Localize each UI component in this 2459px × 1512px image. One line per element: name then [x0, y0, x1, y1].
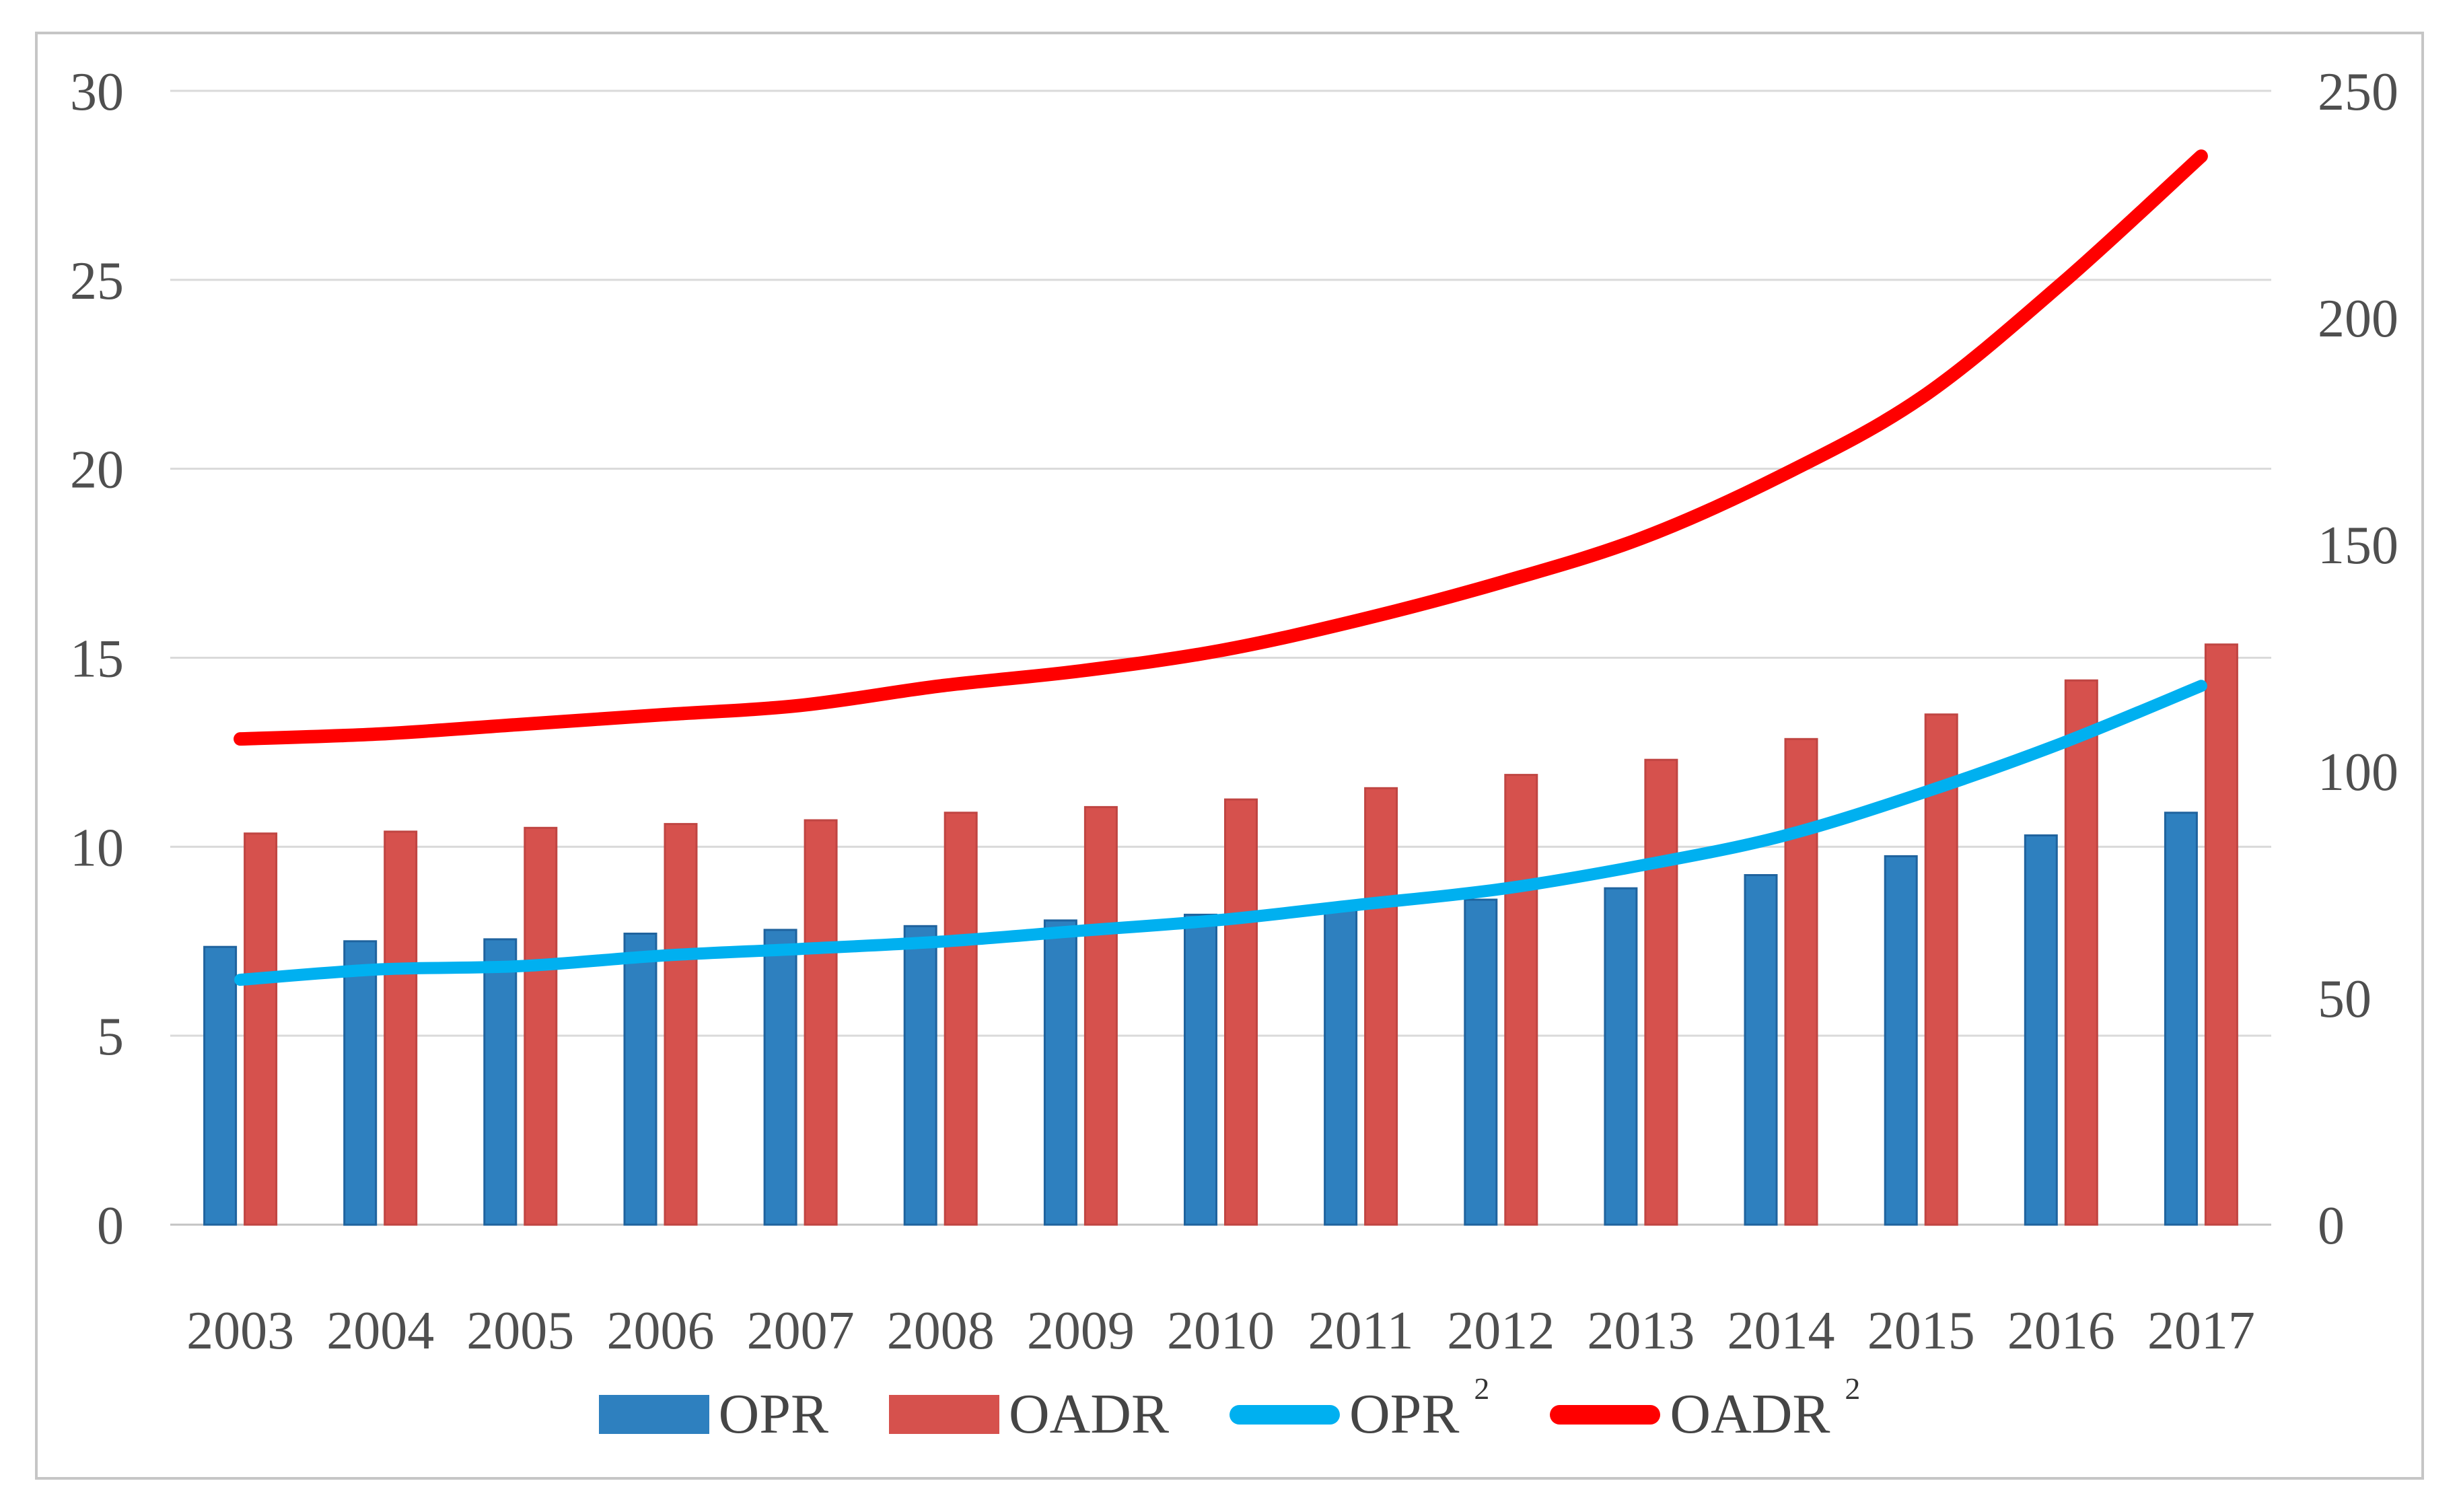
left-axis-tick-30: 30	[70, 63, 124, 122]
legend-label: OPR	[1349, 1383, 1460, 1445]
x-axis-tick-2006: 2006	[607, 1301, 715, 1361]
legend-bar-swatch-icon	[598, 1395, 709, 1434]
legend-superscript: 2	[1474, 1371, 1490, 1406]
bar-opr-2010	[1184, 913, 1217, 1226]
legend-bar-swatch-icon	[888, 1395, 999, 1434]
bar-opr-2017	[2164, 812, 2198, 1226]
left-axis-tick-25: 25	[70, 252, 124, 311]
left-axis-tick-15: 15	[70, 630, 124, 689]
bar-oadr-2011	[1364, 787, 1398, 1226]
bar-oadr-2014	[1784, 737, 1818, 1226]
bar-opr-2005	[483, 938, 518, 1226]
x-axis: 2003 2004 2005 2006 2007 2008 2009 2010 2011 2012…	[186, 1301, 2255, 1361]
x-axis-tick-2012: 2012	[1447, 1301, 1555, 1361]
x-axis-tick-2013: 2013	[1587, 1301, 1695, 1361]
bar-oadr-2008	[943, 812, 978, 1226]
x-axis-tick-2015: 2015	[1867, 1301, 1975, 1361]
line-opr-squared-2	[234, 680, 2207, 986]
x-axis-tick-2017: 2017	[2147, 1301, 2255, 1361]
left-axis: 0 5 10 15 20 25 30	[70, 63, 124, 1256]
left-axis-tick-0: 0	[97, 1196, 124, 1256]
bar-oadr-2015	[1924, 713, 1958, 1226]
bar-series-oadr	[244, 643, 2238, 1226]
left-axis-tick-20: 20	[70, 441, 124, 500]
bar-oadr-2006	[664, 823, 698, 1226]
bar-opr-2015	[1884, 855, 1918, 1226]
bar-opr-2006	[623, 933, 657, 1226]
bar-oadr-2005	[524, 826, 558, 1226]
bar-opr-2012	[1464, 898, 1498, 1226]
bar-oadr-2004	[384, 830, 418, 1226]
x-axis-tick-2004: 2004	[326, 1301, 434, 1361]
legend-label: OADR	[1670, 1383, 1830, 1445]
chart-legend: OPR OADR OPR 2 OADR 2	[0, 1373, 2459, 1455]
legend-line-swatch-icon	[1230, 1404, 1340, 1425]
legend-label: OPR	[718, 1383, 828, 1445]
bar-opr-2003	[203, 945, 238, 1226]
bar-opr-2013	[1604, 887, 1638, 1226]
bar-oadr-2010	[1224, 798, 1258, 1226]
x-axis-tick-2008: 2008	[887, 1301, 995, 1361]
bar-oadr-2003	[244, 832, 278, 1226]
right-axis-tick-200: 200	[2318, 289, 2398, 349]
bar-opr-2007	[763, 929, 797, 1226]
legend-item-oadr-squared: OADR 2	[1550, 1373, 1860, 1445]
left-axis-tick-10: 10	[70, 818, 124, 877]
x-axis-tick-2014: 2014	[1727, 1301, 1835, 1361]
bar-opr-2004	[343, 940, 378, 1226]
bar-oadr-2007	[804, 819, 838, 1226]
bar-opr-2016	[2024, 834, 2058, 1226]
bar-oadr-2016	[2064, 679, 2098, 1226]
bar-oadr-2009	[1083, 805, 1118, 1226]
right-axis-tick-0: 0	[2318, 1196, 2345, 1256]
legend-label: OADR	[1008, 1383, 1169, 1445]
right-axis: 0 50 100 150 200 250	[2318, 63, 2398, 1256]
bar-opr-2014	[1744, 874, 1778, 1226]
legend-item-opr: OPR	[598, 1383, 828, 1445]
legend-item-oadr: OADR	[888, 1383, 1169, 1445]
right-axis-tick-50: 50	[2318, 970, 2372, 1029]
x-axis-tick-2016: 2016	[2007, 1301, 2115, 1361]
bar-oadr-2013	[1644, 758, 1678, 1226]
bar-oadr-2017	[2204, 643, 2238, 1226]
bar-opr-2008	[903, 925, 937, 1226]
line-oadr-squared-2	[234, 149, 2208, 746]
bar-series-opr	[203, 812, 2198, 1226]
x-axis-tick-2009: 2009	[1027, 1301, 1135, 1361]
right-axis-tick-150: 150	[2318, 516, 2398, 575]
legend-superscript: 2	[1845, 1371, 1861, 1406]
x-axis-tick-2005: 2005	[466, 1301, 574, 1361]
left-axis-tick-5: 5	[97, 1007, 124, 1067]
x-axis-tick-2003: 2003	[186, 1301, 294, 1361]
legend-item-opr-squared: OPR 2	[1230, 1373, 1489, 1445]
bar-opr-2011	[1324, 906, 1358, 1226]
legend-line-swatch-icon	[1550, 1404, 1661, 1425]
x-axis-tick-2007: 2007	[747, 1301, 855, 1361]
bar-oadr-2012	[1504, 774, 1538, 1226]
x-axis-tick-2011: 2011	[1308, 1301, 1414, 1361]
right-axis-tick-100: 100	[2318, 743, 2398, 802]
bar-opr-2009	[1043, 919, 1077, 1226]
right-axis-tick-250: 250	[2318, 63, 2398, 122]
x-axis-tick-2010: 2010	[1167, 1301, 1275, 1361]
gridlines	[170, 89, 2271, 1226]
